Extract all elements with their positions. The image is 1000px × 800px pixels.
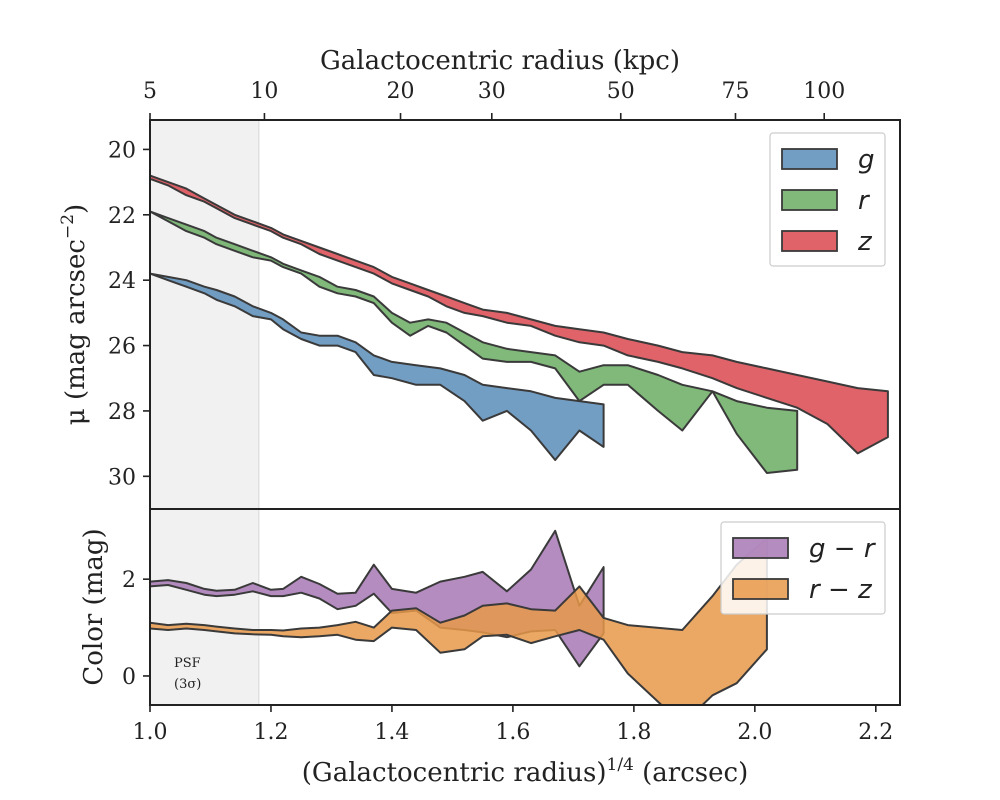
color-profile-panel: 0 2 g − r r − z 1.0 1.2 1.4 1.6 1.8 2.0 2.2 PSF (3σ) — [122, 508, 901, 745]
top-xtick-label-1: 10 — [250, 79, 278, 104]
top-xtick-label-0: 5 — [143, 79, 157, 104]
bottom-xtick-label-3: 1.6 — [495, 720, 530, 745]
top-legend-label-0: g — [858, 145, 875, 175]
top-band-2 — [150, 174, 889, 455]
bottom-x-axis-title-exp: 1/4 — [607, 755, 634, 775]
top-xtick-label-4: 50 — [607, 79, 635, 104]
top-xtick-label-6: 100 — [803, 79, 845, 104]
bottom-legend-label-0: g − r — [809, 534, 877, 564]
top-legend-label-2: z — [857, 227, 873, 257]
top-y-axis-title-post: ) — [61, 204, 91, 214]
bottom-xtick-label-6: 2.2 — [858, 720, 893, 745]
top-xtick-label-5: 75 — [721, 79, 749, 104]
top-legend-label-1: r — [858, 186, 871, 216]
top-ytick-label-4: 28 — [108, 400, 136, 425]
bottom-x-axis-title-unit: (arcsec) — [634, 758, 748, 788]
bottom-band-1 — [150, 537, 768, 705]
top-ytick-label-0: 20 — [108, 138, 136, 163]
bottom-y-axis-title: Color (mag) — [79, 528, 109, 685]
bottom-psf-shade — [150, 509, 259, 705]
psf-label-line1: PSF — [174, 656, 201, 671]
top-xtick-label-3: 30 — [478, 79, 506, 104]
top-x-axis-title: Galactocentric radius (kpc) — [320, 46, 680, 76]
top-legend-swatch-2 — [781, 230, 838, 252]
surface-brightness-panel: 20 22 24 26 28 30 grz 5 10 20 30 50 75 100 — [108, 79, 901, 510]
psf-label-line2: (3σ) — [174, 677, 201, 692]
top-legend-swatch-0 — [781, 148, 838, 170]
bottom-xtick-label-2: 1.4 — [374, 720, 409, 745]
top-ytick-label-5: 30 — [108, 465, 136, 490]
top-legend-swatch-1 — [781, 189, 838, 211]
top-psf-shade — [150, 120, 259, 509]
top-band-1 — [150, 210, 799, 474]
top-ytick-label-2: 24 — [108, 269, 136, 294]
top-y-axis-title-main: μ (mag arcsec — [61, 239, 91, 425]
axis-titles: Galactocentric radius (kpc) (Galactocentr… — [58, 46, 748, 788]
top-band-0 — [150, 272, 605, 461]
top-ytick-label-1: 22 — [108, 204, 136, 229]
bottom-ytick-label-0: 0 — [122, 665, 136, 690]
bottom-xtick-label-5: 2.0 — [737, 720, 772, 745]
bottom-bands — [150, 529, 768, 705]
bottom-ytick-label-1: 2 — [122, 568, 136, 593]
bottom-frame — [149, 508, 901, 706]
top-ytick-label-3: 26 — [108, 335, 136, 360]
bottom-x-axis-title-main: (Galactocentric radius) — [302, 758, 607, 788]
bottom-x-axis-title: (Galactocentric radius)1/4 (arcsec) — [302, 755, 748, 788]
bottom-legend-swatch-1 — [732, 578, 789, 600]
bottom-xtick-label-1: 1.2 — [253, 720, 288, 745]
top-bands — [150, 174, 889, 474]
top-xtick-label-2: 20 — [387, 79, 415, 104]
top-y-axis-title-exp: −2 — [58, 214, 78, 239]
bottom-legend-label-1: r − z — [809, 575, 873, 605]
bottom-xtick-label-0: 1.0 — [133, 720, 168, 745]
bottom-legend-swatch-0 — [732, 537, 789, 559]
bottom-xtick-label-4: 1.8 — [616, 720, 651, 745]
top-y-axis-title: μ (mag arcsec−2) — [58, 204, 91, 425]
